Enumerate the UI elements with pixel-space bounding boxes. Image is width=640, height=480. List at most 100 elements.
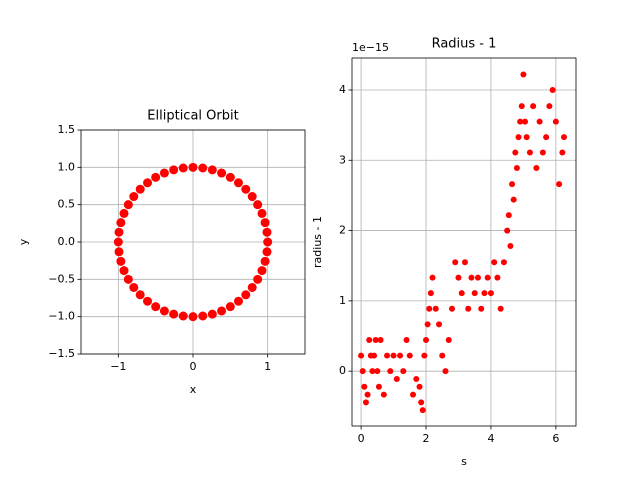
point xyxy=(233,178,243,188)
point xyxy=(135,184,145,194)
point xyxy=(257,266,267,276)
point xyxy=(233,296,243,306)
y-tick-label: −1.5 xyxy=(48,347,75,360)
chart-title: Radius - 1 xyxy=(432,37,497,52)
point xyxy=(484,274,491,281)
point xyxy=(539,149,546,156)
point xyxy=(361,383,368,390)
axes-frame xyxy=(80,129,306,355)
point xyxy=(151,302,161,312)
point xyxy=(427,290,434,297)
point xyxy=(505,212,512,219)
point xyxy=(510,196,517,203)
point xyxy=(452,259,459,266)
x-tick-label: 1 xyxy=(264,360,271,373)
point xyxy=(436,321,443,328)
point xyxy=(416,383,423,390)
point xyxy=(390,352,397,359)
y-tick-label: 0 xyxy=(339,364,346,377)
point xyxy=(241,290,251,300)
point xyxy=(169,309,179,319)
point xyxy=(262,247,272,257)
point xyxy=(556,181,563,188)
point xyxy=(217,168,227,178)
point xyxy=(513,165,520,172)
y-tick-label: 0.0 xyxy=(58,235,76,248)
point xyxy=(369,368,376,375)
point xyxy=(123,200,133,210)
point xyxy=(507,243,514,250)
point xyxy=(423,336,430,343)
point xyxy=(481,290,488,297)
point xyxy=(530,103,537,110)
point xyxy=(225,172,235,182)
x-axis-label: x xyxy=(190,383,197,396)
point xyxy=(358,352,365,359)
point xyxy=(526,149,533,156)
point xyxy=(500,259,507,266)
point xyxy=(198,311,208,321)
point xyxy=(560,134,567,141)
y-axis-label: y xyxy=(17,238,30,245)
point xyxy=(406,352,413,359)
point xyxy=(257,208,267,218)
y-tick-label: 1.0 xyxy=(58,160,76,173)
point xyxy=(159,306,169,316)
point xyxy=(178,311,188,321)
point xyxy=(260,256,270,266)
point xyxy=(418,399,425,406)
point xyxy=(494,274,501,281)
point xyxy=(262,227,272,237)
y-tick-label: −0.5 xyxy=(48,272,75,285)
point xyxy=(260,218,270,228)
point xyxy=(143,178,153,188)
point xyxy=(387,368,394,375)
point xyxy=(455,274,462,281)
point xyxy=(487,290,494,297)
point xyxy=(188,162,198,172)
x-tick-label: 4 xyxy=(487,432,494,445)
point xyxy=(247,192,257,202)
point xyxy=(421,352,428,359)
point xyxy=(520,71,527,78)
point xyxy=(372,336,379,343)
point xyxy=(533,165,540,172)
point xyxy=(169,165,179,175)
point xyxy=(468,274,475,281)
point xyxy=(448,305,455,312)
chart-title: Elliptical Orbit xyxy=(147,109,238,124)
point xyxy=(497,305,504,312)
y-tick-label: 3 xyxy=(339,153,346,166)
point xyxy=(445,336,452,343)
y-tick-label: 4 xyxy=(339,83,346,96)
point xyxy=(253,200,263,210)
point xyxy=(419,407,426,414)
point xyxy=(536,118,543,125)
point xyxy=(129,192,139,202)
point xyxy=(114,247,124,257)
x-tick-label: −1 xyxy=(110,360,126,373)
point xyxy=(543,134,550,141)
point xyxy=(403,336,410,343)
point xyxy=(374,368,381,375)
point xyxy=(241,184,251,194)
point xyxy=(549,86,556,93)
point xyxy=(552,118,559,125)
point xyxy=(116,256,126,266)
point xyxy=(384,352,391,359)
point xyxy=(198,163,208,173)
y-tick-label: 2 xyxy=(339,224,346,237)
y-tick-label: 1 xyxy=(339,294,346,307)
point xyxy=(461,259,468,266)
point xyxy=(119,208,129,218)
point xyxy=(410,391,417,398)
point xyxy=(371,352,378,359)
point xyxy=(143,296,153,306)
point xyxy=(207,165,217,175)
point xyxy=(471,290,478,297)
point xyxy=(217,306,227,316)
point xyxy=(178,163,188,173)
point xyxy=(515,134,522,141)
point xyxy=(119,266,129,276)
point xyxy=(429,274,436,281)
